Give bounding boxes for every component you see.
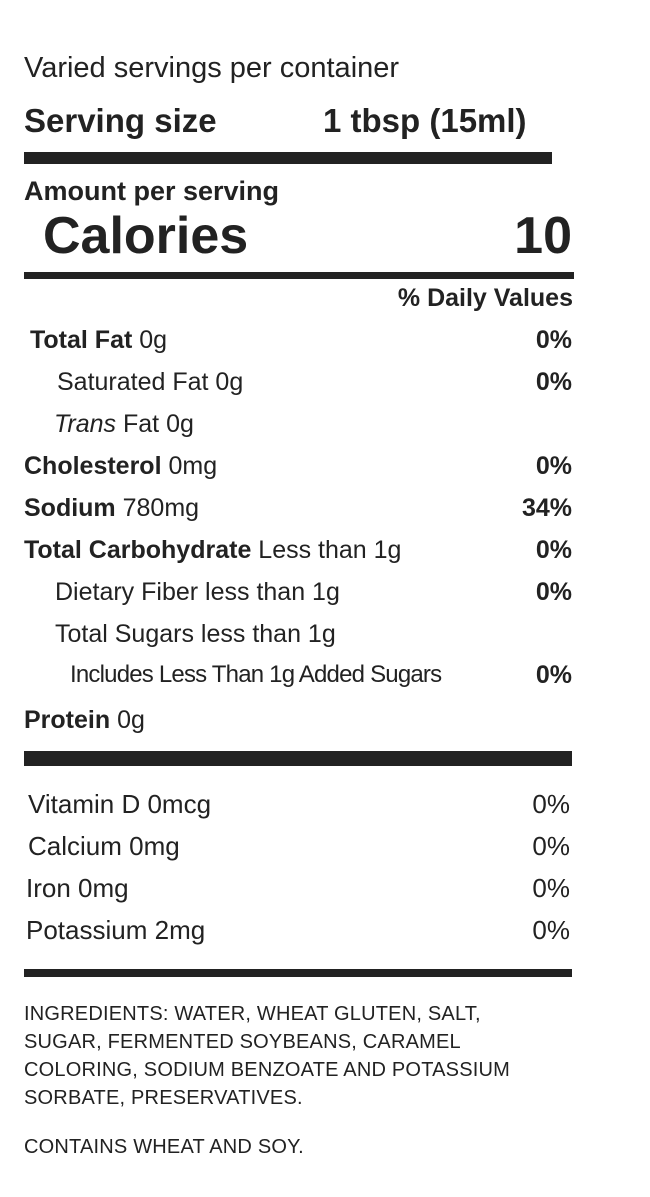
daily-value: 0%	[532, 789, 570, 819]
daily-value: 0%	[535, 368, 572, 396]
ingredients-statement: INGREDIENTS: WATER, WHEAT GLUTEN, SALT, …	[24, 1000, 584, 1112]
ingredients-line: COLORING, SODIUM BENZOATE AND POTASSIUM	[24, 1059, 511, 1081]
vitamin-label: Calcium 0mg	[28, 831, 180, 861]
vitamin-label: Potassium 2mg	[26, 915, 206, 945]
nutrient-row-saturated-fat: Saturated Fat 0g 0%	[24, 368, 572, 400]
nutrient-row-protein: Protein 0g	[24, 706, 572, 738]
ingredients-line: SORBATE, PRESERVATIVES.	[24, 1087, 303, 1109]
nutrient-row-added-sugars: Includes Less Than 1g Added Sugars 0%	[24, 661, 572, 693]
vitamin-label: Iron 0mg	[26, 873, 129, 903]
vitamin-label: Vitamin D 0mcg	[28, 789, 212, 819]
nutrient-label: Trans Fat 0g	[54, 410, 194, 438]
daily-value: 0%	[532, 831, 570, 861]
vitamin-row-iron: Iron 0mg 0%	[26, 873, 570, 905]
daily-value: 0%	[535, 578, 572, 606]
vitamin-row-calcium: Calcium 0mg 0%	[26, 831, 570, 863]
nutrient-label: Saturated Fat 0g	[57, 368, 244, 396]
daily-value: 0%	[535, 536, 572, 564]
nutrient-label: Total Sugars less than 1g	[55, 620, 336, 648]
nutrient-label: Protein 0g	[24, 706, 145, 734]
nutrient-row-sodium: Sodium 780mg 34%	[24, 494, 572, 526]
nutrient-label: Dietary Fiber less than 1g	[55, 578, 340, 606]
nutrient-row-dietary-fiber: Dietary Fiber less than 1g 0%	[24, 578, 572, 610]
amount-per-serving-label: Amount per serving	[24, 176, 280, 206]
daily-value: 0%	[532, 873, 570, 903]
nutrient-label: Includes Less Than 1g Added Sugars	[70, 661, 442, 688]
nutrient-row-total-fat: Total Fat 0g 0%	[24, 326, 572, 358]
calories-label: Calories	[43, 207, 249, 265]
nutrient-row-total-sugars: Total Sugars less than 1g	[24, 620, 572, 652]
medium-divider	[24, 272, 574, 279]
daily-value: 0%	[535, 326, 572, 354]
nutrient-label: Sodium 780mg	[24, 494, 200, 522]
thick-divider-vitamins	[24, 751, 572, 766]
bottom-divider	[24, 969, 572, 977]
nutrient-label: Total Carbohydrate Less than 1g	[24, 536, 402, 564]
calories-value: 10	[514, 207, 572, 265]
serving-size-label: Serving size	[24, 102, 217, 139]
nutrient-label: Total Fat 0g	[30, 326, 168, 354]
nutrient-row-cholesterol: Cholesterol 0mg 0%	[24, 452, 572, 484]
daily-value: 34%	[521, 494, 572, 522]
ingredients-line: SUGAR, FERMENTED SOYBEANS, CARAMEL	[24, 1031, 461, 1053]
allergen-statement: CONTAINS WHEAT AND SOY.	[24, 1136, 304, 1158]
nutrient-row-trans-fat: Trans Fat 0g	[24, 410, 572, 442]
daily-value: 0%	[532, 915, 570, 945]
daily-value: 0%	[535, 661, 572, 689]
servings-per-container: Varied servings per container	[24, 52, 400, 84]
vitamin-row-vitamin-d: Vitamin D 0mcg 0%	[26, 789, 570, 821]
daily-values-header: % Daily Values	[397, 284, 573, 312]
ingredients-line: INGREDIENTS: WATER, WHEAT GLUTEN, SALT,	[24, 1003, 481, 1025]
vitamin-row-potassium: Potassium 2mg 0%	[26, 915, 570, 947]
nutrient-row-total-carbohydrate: Total Carbohydrate Less than 1g 0%	[24, 536, 572, 568]
daily-value: 0%	[535, 452, 572, 480]
thick-divider-top	[24, 152, 552, 164]
serving-size-value: 1 tbsp (15ml)	[323, 102, 527, 139]
nutrient-label: Cholesterol 0mg	[24, 452, 218, 480]
